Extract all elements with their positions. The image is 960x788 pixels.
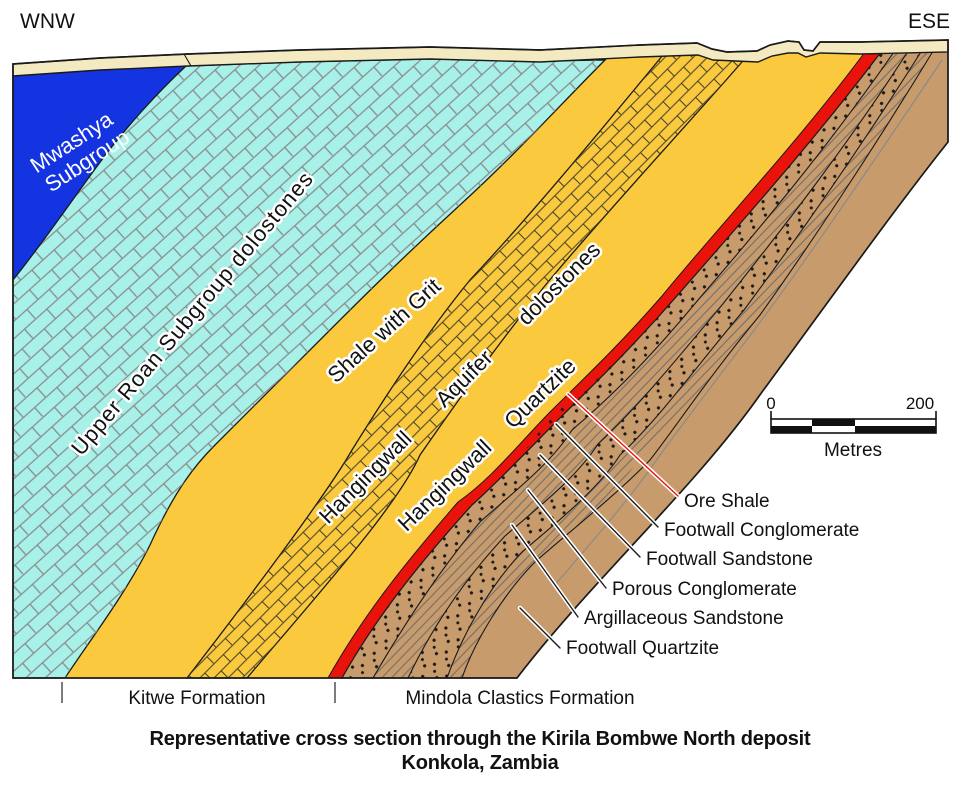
footwall-sandstone-band [373, 45, 912, 678]
footwall-quartzite-callout: Footwall Quartzite [566, 638, 719, 659]
rock-regions [12, 40, 949, 679]
footwall-conglomerate-band [342, 46, 898, 678]
compass-ese-label: ESE [908, 10, 950, 33]
compass-wnw-label: WNW [20, 10, 75, 33]
surface-layer-joint [183, 53, 192, 67]
caption-line-1: Representative cross section through the… [150, 728, 812, 750]
leader-line-footwall-quartzite [519, 607, 561, 649]
ore-shale-callout: Ore Shale [684, 491, 770, 512]
scale-bar-seg-top [812, 419, 855, 426]
formation-brackets: Kitwe Formation Mindola Clastics Formati… [61, 682, 635, 709]
leader-lines [509, 391, 681, 651]
porous-conglomerate-callout: Porous Conglomerate [612, 579, 797, 600]
scale-bar-seg-bottom-right [855, 426, 936, 433]
leader-line-footwall-sandstone [539, 454, 641, 558]
upper-roan-brick-texture [13, 59, 605, 678]
caption-line-2: Konkola, Zambia [401, 752, 559, 774]
leader-line-ore-shale [567, 393, 679, 497]
callout-labels: Ore Shale Footwall Conglomerate Footwall… [566, 491, 859, 659]
leader-line-porous-conglomerate [527, 489, 607, 589]
kitwe-formation-label: Kitwe Formation [128, 688, 265, 709]
section-outline [12, 39, 949, 679]
scale-start-label: 0 [766, 394, 775, 413]
argillaceous-sandstone-band [447, 43, 938, 678]
footwall-sandstone-callout: Footwall Sandstone [646, 549, 813, 570]
mwashya-subgroup-region [12, 65, 188, 282]
footwall-conglomerate-callout: Footwall Conglomerate [664, 520, 859, 541]
leader-line-footwall-conglomerate [555, 423, 659, 528]
scale-end-label: 200 [906, 394, 934, 413]
porous-conglomerate-band [408, 44, 926, 678]
scale-bar-seg-bottom-left [771, 426, 812, 433]
scale-unit-label: Metres [824, 440, 882, 461]
leader-line-argillaceous-sandstone [511, 524, 579, 618]
argillaceous-sandstone-callout: Argillaceous Sandstone [584, 608, 784, 629]
mindola-formation-label: Mindola Clastics Formation [405, 688, 634, 709]
hangingwall-aquifer-brick-texture [187, 55, 748, 678]
scale-bar: 0 200 Metres [766, 394, 937, 461]
scale-end-ticks [770, 411, 937, 419]
